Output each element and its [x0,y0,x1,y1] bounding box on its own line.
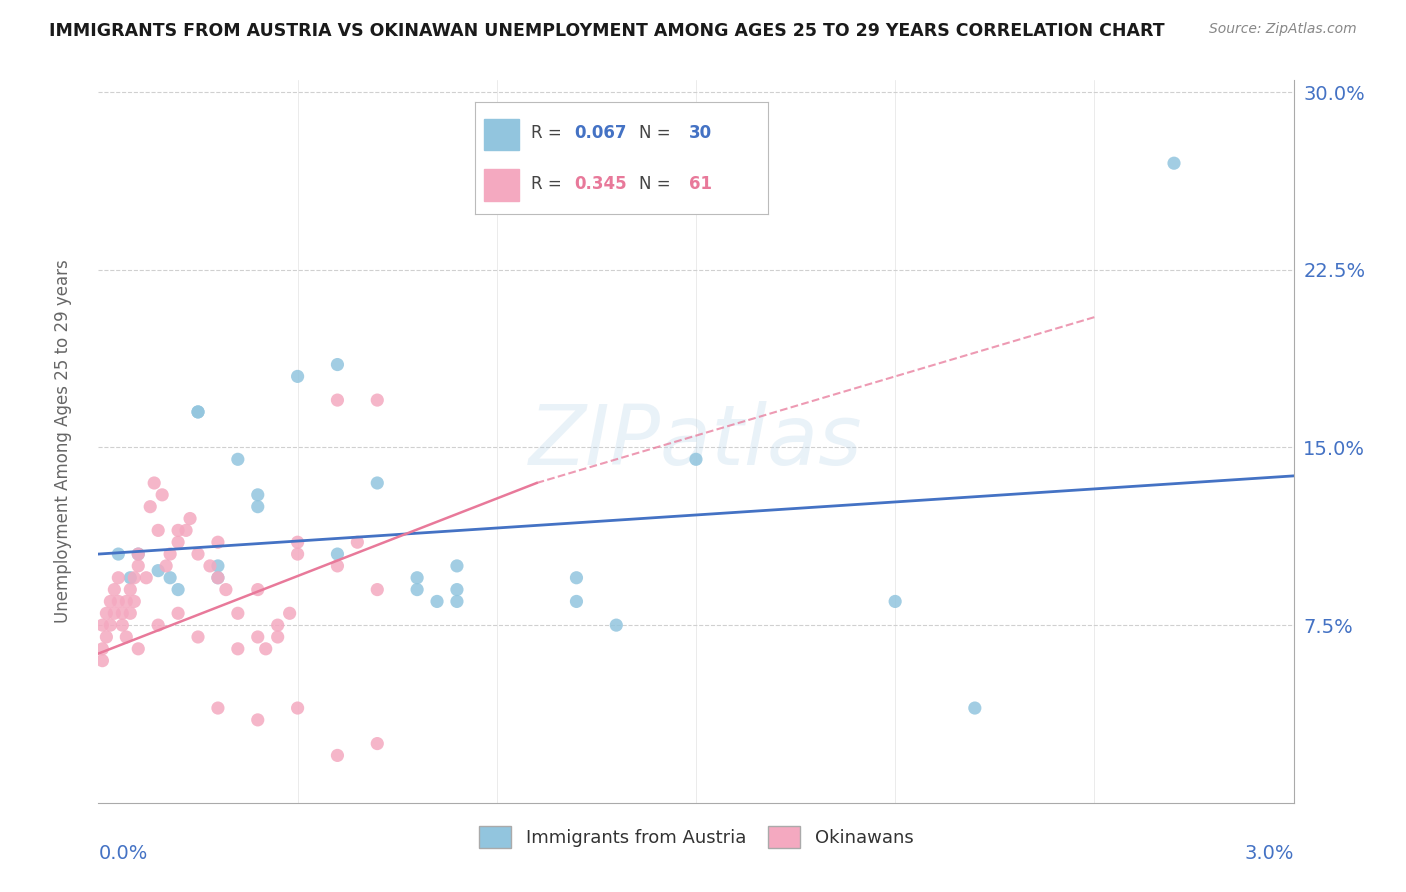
Point [246,500,269,514]
Point [167,607,190,621]
Point [207,571,229,585]
Point [98,618,122,632]
Point [326,748,349,763]
Point [155,558,177,573]
Point [326,358,349,372]
Point [150,488,173,502]
Point [179,511,201,525]
Point [278,607,301,621]
Point [91,654,114,668]
Point [124,571,146,585]
Point [187,630,209,644]
Point [111,607,134,621]
Point [135,571,157,585]
Point [605,618,627,632]
Point [174,524,197,538]
Point [98,594,122,608]
Point [127,547,149,561]
Point [267,630,290,644]
Point [143,475,166,490]
Point [187,547,209,561]
Point [187,405,209,419]
Legend: Immigrants from Austria, Okinawans: Immigrants from Austria, Okinawans [471,819,921,855]
Point [207,571,229,585]
Point [366,475,388,490]
Point [111,618,134,632]
Point [159,571,181,585]
Point [246,488,269,502]
Point [107,547,129,561]
Point [246,713,269,727]
Point [685,452,707,467]
Point [446,558,468,573]
Point [1163,156,1185,170]
Point [127,558,149,573]
Point [565,571,588,585]
Point [127,641,149,656]
Point [326,393,349,408]
Point [107,594,129,608]
Point [187,405,209,419]
Point [254,641,277,656]
Point [963,701,986,715]
Point [287,547,309,561]
Point [426,594,449,608]
Point [207,558,229,573]
Point [446,582,468,597]
Point [366,393,388,408]
Point [565,594,588,608]
Point [246,630,269,644]
Point [139,500,162,514]
Point [366,582,388,597]
Text: ZIPatlas: ZIPatlas [529,401,863,482]
Point [207,701,229,715]
Point [246,582,269,597]
Text: 0.0%: 0.0% [98,845,148,863]
Point [96,607,118,621]
Point [226,641,249,656]
Point [346,535,368,549]
Point [159,547,181,561]
Text: Source: ZipAtlas.com: Source: ZipAtlas.com [1209,22,1357,37]
Point [124,594,146,608]
Point [326,558,349,573]
Point [287,369,309,384]
Point [326,547,349,561]
Point [406,582,429,597]
Point [148,524,170,538]
Point [167,524,190,538]
Point [167,535,190,549]
Point [148,564,170,578]
Point [446,594,468,608]
Point [120,571,142,585]
Point [287,701,309,715]
Point [366,737,388,751]
Point [107,571,129,585]
Point [287,535,309,549]
Point [226,452,249,467]
Point [226,607,249,621]
Point [103,582,125,597]
Point [215,582,238,597]
Point [115,630,138,644]
Point [91,641,114,656]
Point [120,582,142,597]
Point [148,618,170,632]
Point [120,607,142,621]
Point [267,618,290,632]
Point [884,594,907,608]
Point [96,630,118,644]
Text: 3.0%: 3.0% [1244,845,1294,863]
Point [406,571,429,585]
Text: IMMIGRANTS FROM AUSTRIA VS OKINAWAN UNEMPLOYMENT AMONG AGES 25 TO 29 YEARS CORRE: IMMIGRANTS FROM AUSTRIA VS OKINAWAN UNEM… [49,22,1164,40]
Point [127,547,149,561]
Point [207,535,229,549]
Point [91,618,114,632]
Point [167,582,190,597]
Point [115,594,138,608]
Point [103,607,125,621]
Point [198,558,221,573]
Y-axis label: Unemployment Among Ages 25 to 29 years: Unemployment Among Ages 25 to 29 years [53,260,72,624]
